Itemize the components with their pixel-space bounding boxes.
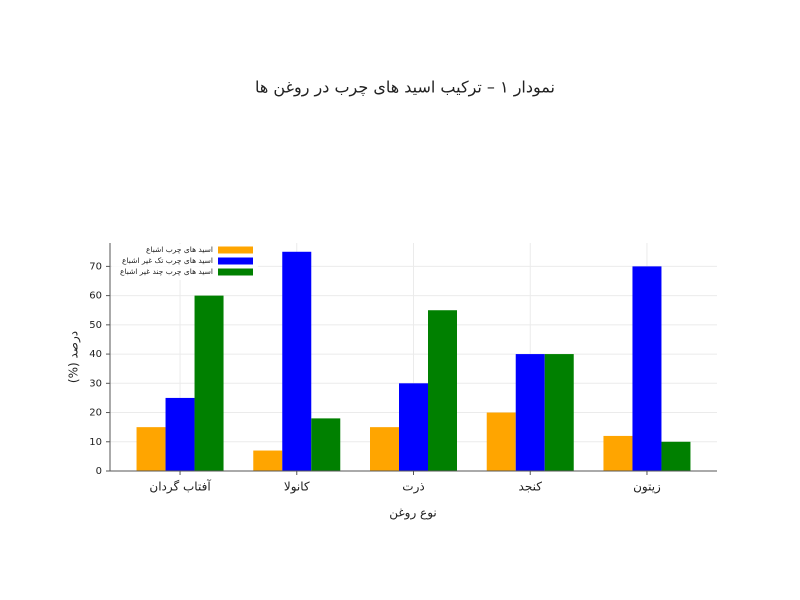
- bar: [603, 435, 633, 471]
- legend-swatch: [218, 268, 253, 276]
- bar: [282, 251, 312, 471]
- bar: [632, 266, 662, 471]
- bar: [136, 427, 166, 471]
- bar: [661, 441, 691, 471]
- y-tick-label: 20: [89, 408, 102, 419]
- x-tick-label: آفتاب گردان: [149, 479, 211, 495]
- legend-label: اسید های چرب تک غیر اشباع: [122, 256, 213, 265]
- x-axis-label: نوع روغن: [389, 506, 437, 521]
- legend-swatch: [218, 246, 253, 254]
- bar: [486, 412, 516, 471]
- y-tick-label: 30: [89, 378, 102, 389]
- x-tick-label: ذرت: [402, 480, 424, 495]
- bar: [253, 450, 283, 471]
- bar: [544, 354, 574, 471]
- y-tick-label: 40: [89, 349, 102, 360]
- y-tick-label: 60: [89, 291, 102, 302]
- x-tick-label: کانولا: [284, 480, 310, 495]
- bar: [428, 310, 457, 471]
- bar: [515, 354, 545, 471]
- y-axis-label: درصد (%): [67, 331, 82, 383]
- y-tick-label: 70: [89, 261, 102, 272]
- chart-title: نمودار ۱ – ترکیب اسید های چرب در روغن ها: [255, 78, 555, 98]
- bar: [194, 295, 224, 471]
- y-tick-label: 50: [89, 320, 102, 331]
- bar: [370, 427, 399, 471]
- x-tick-label: زیتون: [633, 480, 661, 495]
- y-tick-label: 10: [89, 437, 102, 448]
- bar: [399, 383, 428, 471]
- x-tick-label: کنجد: [519, 480, 543, 494]
- bar: [311, 418, 341, 471]
- bar: [165, 397, 195, 471]
- legend-swatch: [218, 257, 253, 265]
- legend-label: اسید های چرب چند غیر اشباع: [120, 267, 213, 276]
- y-tick-label: 0: [96, 466, 102, 477]
- legend-label: اسید های چرب اشباع: [146, 245, 213, 254]
